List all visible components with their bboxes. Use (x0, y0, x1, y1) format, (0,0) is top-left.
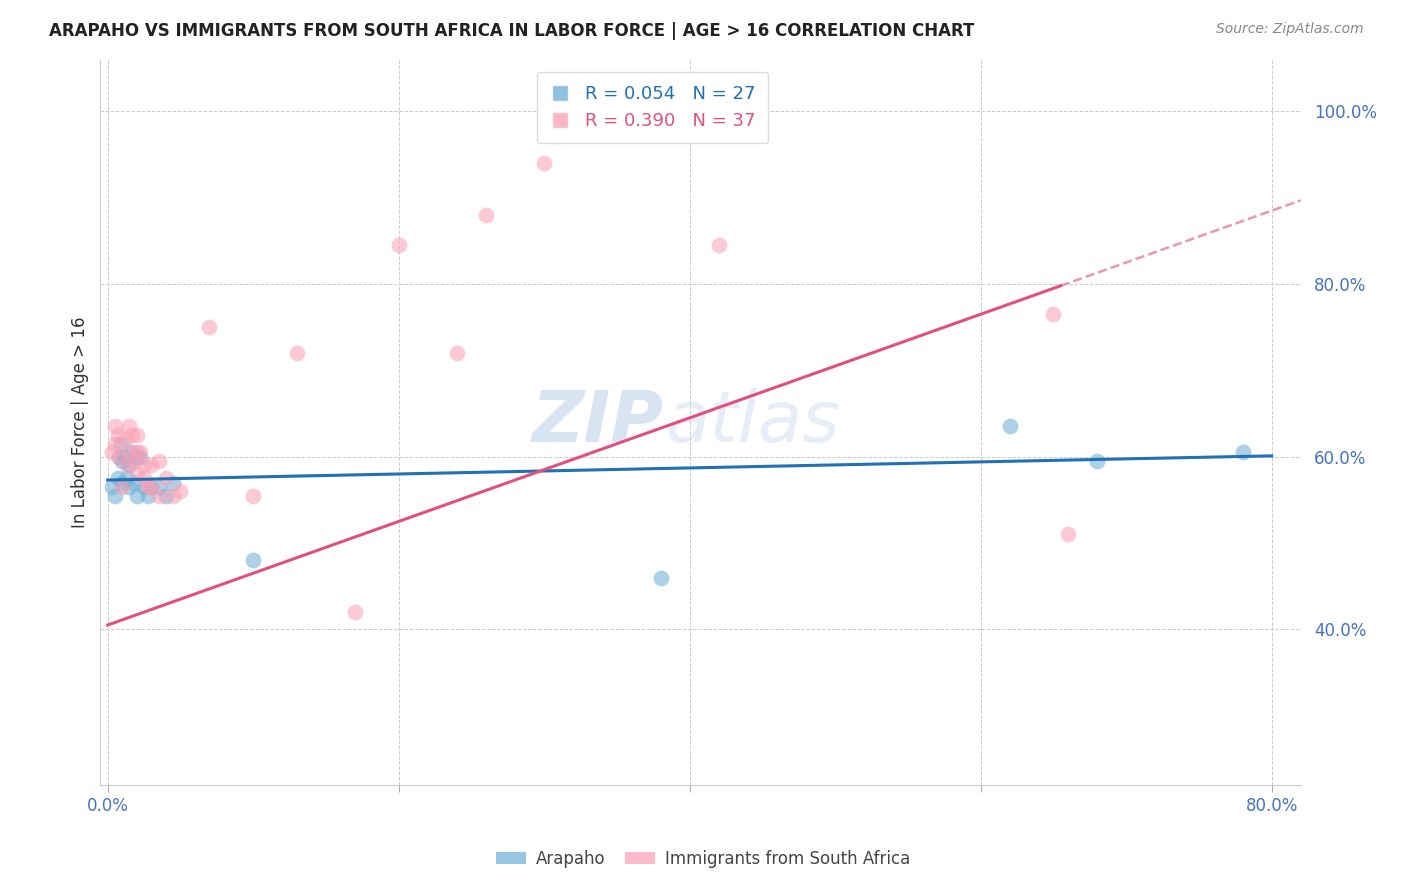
Point (343, 605, 366, 619)
Point (155, 471, 177, 485)
Point (446, 346, 468, 360)
Point (141, 480, 163, 494)
Point (169, 484, 191, 499)
Point (122, 454, 145, 468)
Point (650, 570, 672, 584)
Point (1057, 527, 1080, 541)
Point (111, 454, 134, 468)
Point (198, 320, 221, 334)
Point (125, 489, 148, 503)
Legend: Arapaho, Immigrants from South Africa: Arapaho, Immigrants from South Africa (489, 844, 917, 875)
Point (707, 238, 730, 252)
Text: ZIP: ZIP (533, 388, 665, 457)
Point (475, 208, 498, 222)
Point (125, 467, 148, 481)
Point (1042, 307, 1064, 321)
Point (138, 489, 160, 503)
Point (148, 480, 170, 494)
Point (141, 458, 163, 473)
Point (108, 450, 131, 464)
Legend: R = 0.054   N = 27, R = 0.390   N = 37: R = 0.054 N = 27, R = 0.390 N = 37 (537, 72, 769, 143)
Point (121, 428, 143, 442)
Point (132, 480, 155, 494)
Point (141, 480, 163, 494)
Point (104, 436, 127, 450)
Point (118, 480, 141, 494)
Point (111, 480, 134, 494)
Text: Source: ZipAtlas.com: Source: ZipAtlas.com (1216, 22, 1364, 37)
Point (121, 445, 143, 459)
Point (1232, 445, 1254, 459)
Point (107, 471, 129, 485)
Point (114, 450, 136, 464)
Point (125, 445, 148, 459)
Point (104, 419, 127, 434)
Point (115, 458, 138, 473)
Point (162, 489, 184, 503)
Point (101, 480, 124, 494)
Point (114, 433, 136, 447)
Point (122, 475, 145, 490)
Text: ARAPAHO VS IMMIGRANTS FROM SOUTH AFRICA IN LABOR FORCE | AGE > 16 CORRELATION CH: ARAPAHO VS IMMIGRANTS FROM SOUTH AFRICA … (49, 22, 974, 40)
Point (104, 489, 127, 503)
Point (132, 471, 155, 485)
Point (155, 489, 177, 503)
Point (125, 450, 148, 464)
Point (128, 445, 150, 459)
Point (107, 428, 129, 442)
Point (118, 419, 141, 434)
Point (242, 489, 264, 503)
Point (115, 471, 138, 485)
Point (242, 553, 264, 567)
Point (1085, 454, 1108, 468)
Point (132, 458, 155, 473)
Point (148, 454, 170, 468)
Point (111, 475, 134, 490)
Point (388, 238, 411, 252)
Point (125, 428, 148, 442)
Text: atlas: atlas (665, 388, 839, 457)
Point (118, 445, 141, 459)
Point (118, 458, 141, 473)
Point (110, 436, 132, 450)
Point (533, 156, 555, 170)
Point (101, 445, 124, 459)
Point (138, 480, 160, 494)
Point (162, 475, 184, 490)
Point (108, 450, 131, 464)
Y-axis label: In Labor Force | Age > 16: In Labor Force | Age > 16 (72, 317, 89, 528)
Point (128, 450, 150, 464)
Point (285, 346, 308, 360)
Point (998, 419, 1021, 434)
Point (148, 489, 170, 503)
